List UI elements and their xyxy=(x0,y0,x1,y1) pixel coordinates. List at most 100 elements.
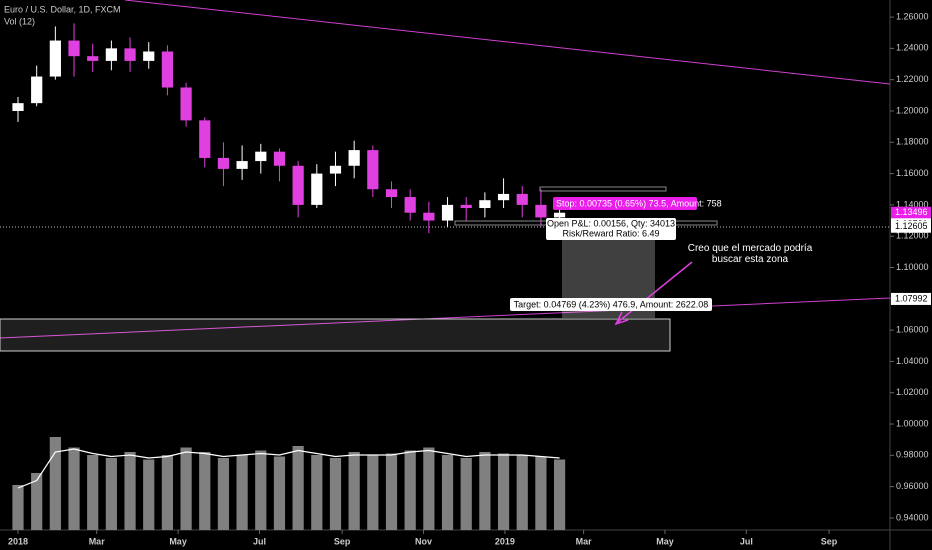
y-tick-label: 1.22000 xyxy=(896,74,929,84)
candle-body xyxy=(460,204,472,209)
arrow-head xyxy=(614,311,629,326)
y-tick-label: 0.94000 xyxy=(896,512,929,522)
candle-body xyxy=(124,48,136,61)
candle-body xyxy=(348,150,360,166)
y-tick-label: 1.06000 xyxy=(896,324,929,334)
x-tick-label: Nov xyxy=(415,536,432,546)
volume-bar xyxy=(273,456,286,530)
x-tick-label: Mar xyxy=(576,536,593,546)
volume-bar xyxy=(87,455,99,530)
candle-body xyxy=(217,157,230,169)
candle-body xyxy=(273,151,286,166)
volume-bar xyxy=(143,459,155,530)
candle-body xyxy=(87,56,99,61)
stop-label-bg xyxy=(553,197,697,210)
candle-body xyxy=(535,204,547,218)
volume-bar xyxy=(236,455,248,530)
price-label: 1.13496 xyxy=(895,207,928,217)
x-tick-label: Sep xyxy=(821,536,838,546)
x-tick-label: May xyxy=(169,536,187,546)
candle-body xyxy=(329,165,342,174)
volume-bar xyxy=(367,455,379,530)
chart-title: Euro / U.S. Dollar, 1D, FXCM xyxy=(4,4,121,14)
candle-body xyxy=(479,200,491,209)
annotation: Creo que el mercado podría buscar esta z… xyxy=(687,243,813,265)
annotation-box: Creo que el mercado podría buscar esta z… xyxy=(687,243,813,265)
candle-body xyxy=(105,48,117,61)
volume-bar xyxy=(12,485,24,530)
y-tick-label: 1.00000 xyxy=(896,418,929,428)
stop-label: Stop: 0.00735 (0.65%) 73.5, Amount: 758 xyxy=(556,198,722,208)
y-tick-label: 1.02000 xyxy=(896,387,929,397)
volume-bar xyxy=(516,455,528,530)
candle-body xyxy=(385,189,398,198)
y-tick-label: 1.26000 xyxy=(896,11,929,21)
trend-line xyxy=(124,0,891,85)
candle-body xyxy=(516,193,528,205)
volume-bar xyxy=(535,456,547,530)
volume-bar xyxy=(31,473,43,530)
candle-body xyxy=(255,151,267,162)
candle-body xyxy=(553,212,566,218)
volume-bar xyxy=(311,455,323,530)
price-label: 1.07992 xyxy=(895,293,928,303)
candle-body xyxy=(423,212,435,221)
price-label-bg xyxy=(891,292,931,305)
volume-ma xyxy=(17,448,560,489)
volume-bar xyxy=(180,447,192,530)
candle-body xyxy=(367,150,379,190)
candle-body xyxy=(12,103,24,111)
candle-body xyxy=(161,51,174,88)
target-label: Target: 0.04769 (4.23%) 476.9, Amount: 2… xyxy=(514,299,709,309)
target-label-bg xyxy=(510,298,712,311)
volume-bar xyxy=(161,455,174,530)
y-tick-label: 1.14000 xyxy=(896,199,929,209)
x-tick-label: Jul xyxy=(253,536,266,546)
x-tick-label: 2018 xyxy=(8,536,28,546)
candle-body xyxy=(31,76,43,104)
zone-rect xyxy=(0,318,671,352)
candle-body xyxy=(404,197,416,213)
candle-body xyxy=(199,120,211,158)
x-tick-label: May xyxy=(656,536,674,546)
volume-bar xyxy=(553,459,566,530)
price-label: 1.12605 xyxy=(895,221,928,231)
candle-body xyxy=(236,161,248,169)
y-tick-label: 1.18000 xyxy=(896,137,929,147)
y-tick-label: 1.10000 xyxy=(896,262,929,272)
volume-bar xyxy=(441,455,454,530)
y-tick-label: 1.20000 xyxy=(896,105,929,115)
candle-body xyxy=(441,204,454,221)
drawings: Stop: 0.00735 (0.65%) 73.5, Amount: 758 … xyxy=(0,0,891,352)
volume-bar xyxy=(292,446,304,530)
price-label-bg xyxy=(891,206,931,219)
y-tick-label: 1.24000 xyxy=(896,43,929,53)
rr-label: Risk/Reward Ratio: 6.49 xyxy=(562,228,659,238)
volume-bar xyxy=(329,458,342,530)
volume-bar xyxy=(348,452,360,530)
y-tick-label: 1.12000 xyxy=(896,231,929,241)
volume-bar xyxy=(497,453,510,530)
volume-bar xyxy=(49,437,61,530)
candle-body xyxy=(143,51,155,61)
pnl-label-bg xyxy=(546,218,676,240)
candle-body xyxy=(311,173,323,205)
volume-bar xyxy=(423,447,435,530)
pnl-label: Open P&L: 0.00156, Qty: 34013 xyxy=(547,218,675,228)
stop-box xyxy=(539,186,667,192)
volume-bar xyxy=(479,452,491,530)
volume-bar xyxy=(68,447,80,530)
y-tick-label: 0.98000 xyxy=(896,450,929,460)
arrow xyxy=(617,261,693,323)
x-tick-label: Sep xyxy=(334,536,351,546)
price-label-bg xyxy=(891,220,931,233)
volume-bar xyxy=(385,453,398,530)
volume-bar xyxy=(199,452,211,530)
x-tick-label: 2019 xyxy=(495,536,515,546)
candle-body xyxy=(49,40,61,77)
y-tick-label: 1.04000 xyxy=(896,356,929,366)
y-tick-label: 0.96000 xyxy=(896,481,929,491)
volume-bar xyxy=(217,458,230,530)
volume-bar xyxy=(105,458,117,530)
